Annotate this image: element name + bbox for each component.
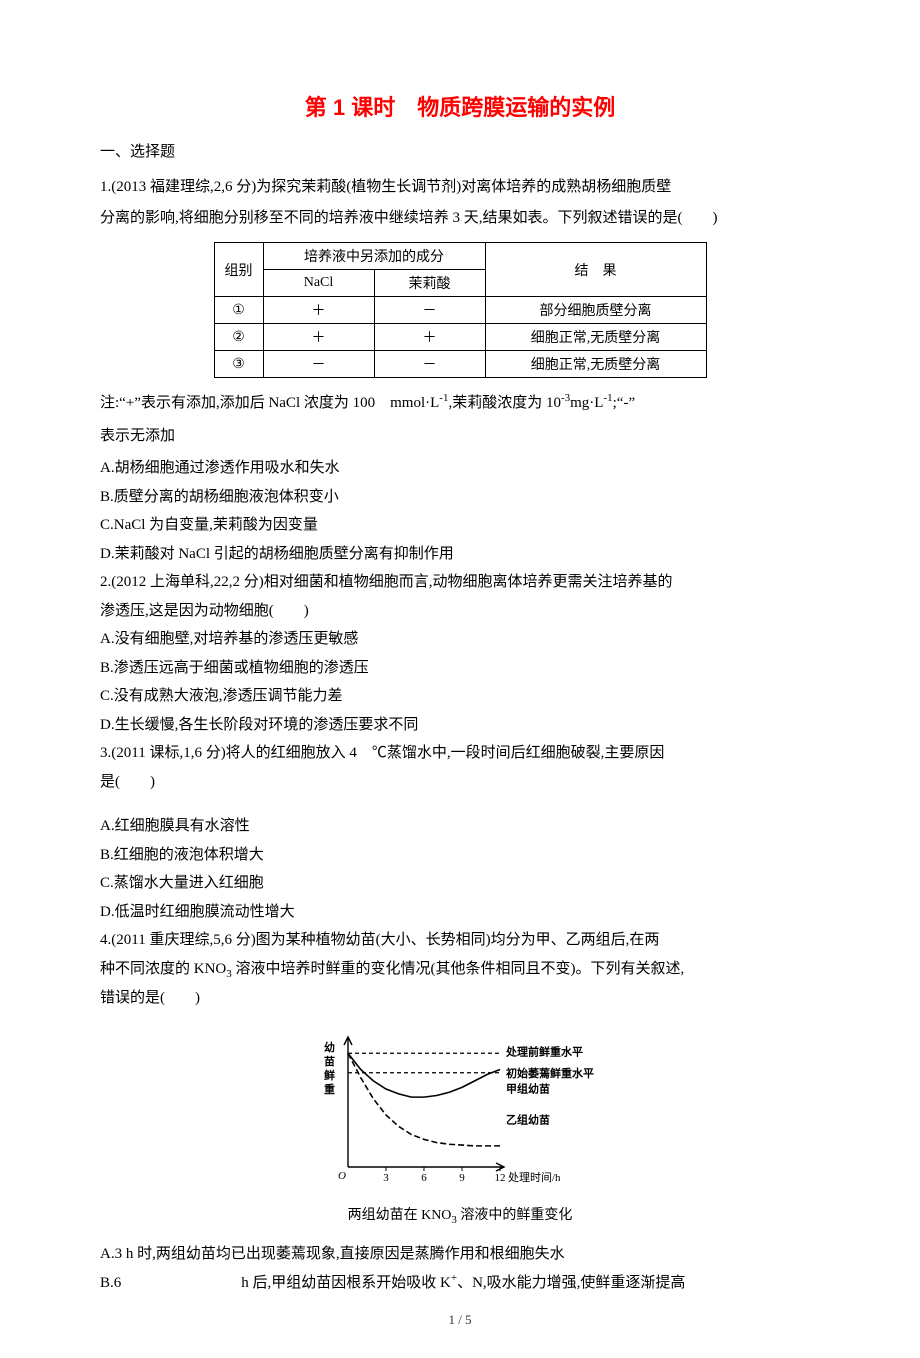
q4-chart-caption: 两组幼苗在 KNO3 溶液中的鲜重变化 (100, 1204, 820, 1226)
svg-text:12: 12 (495, 1172, 506, 1184)
svg-text:6: 6 (421, 1172, 427, 1184)
svg-text:苗: 苗 (324, 1054, 335, 1068)
q1-option-b: B.质壁分离的胡杨细胞液泡体积变小 (100, 483, 820, 512)
svg-text:幼: 幼 (324, 1040, 335, 1054)
section-heading: 一、选择题 (100, 140, 820, 161)
svg-text:甲组幼苗: 甲组幼苗 (506, 1082, 550, 1096)
th-result: 结 果 (485, 243, 706, 297)
svg-text:处理前鲜重水平: 处理前鲜重水平 (505, 1044, 583, 1058)
q3-stem-line1: 3.(2011 课标,1,6 分)将人的红细胞放入 4 ℃蒸馏水中,一段时间后红… (100, 739, 820, 768)
q1-note2: 表示无添加 (100, 422, 820, 451)
th-added: 培养液中另添加的成分 (263, 243, 485, 270)
q2-option-a: A.没有细胞壁,对培养基的渗透压更敏感 (100, 625, 820, 654)
q4-stem-line1: 4.(2011 重庆理综,5,6 分)图为某种植物幼苗(大小、长势相同)均分为甲… (100, 926, 820, 955)
q1-note: 注:“+”表示有添加,添加后 NaCl 浓度为 100 mmol·L-1,茉莉酸… (100, 388, 820, 418)
svg-text:O: O (338, 1170, 346, 1182)
q2-stem-line1: 2.(2012 上海单科,22,2 分)相对细菌和植物细胞而言,动物细胞离体培养… (100, 568, 820, 597)
q1-option-c: C.NaCl 为自变量,茉莉酸为因变量 (100, 511, 820, 540)
th-group: 组别 (214, 243, 263, 297)
page: 第 1 课时 物质跨膜运输的实例 一、选择题 1.(2013 福建理综,2,6 … (0, 0, 920, 1358)
svg-text:3: 3 (383, 1172, 389, 1184)
chart-svg: O 3 6 9 12处理时间/h 幼苗鲜重 处理前鲜重水平初始萎蔫鲜重水平甲组幼苗乙组幼苗 (310, 1023, 610, 1193)
q4-chart: O 3 6 9 12处理时间/h 幼苗鲜重 处理前鲜重水平初始萎蔫鲜重水平甲组幼苗乙组幼苗 (310, 1023, 610, 1198)
svg-text:鲜: 鲜 (324, 1068, 335, 1082)
q1-option-d: D.茉莉酸对 NaCl 引起的胡杨细胞质壁分离有抑制作用 (100, 540, 820, 569)
q3-option-a: A.红细胞膜具有水溶性 (100, 812, 820, 841)
th-nacl: NaCl (263, 270, 374, 297)
svg-text:处理时间/h: 处理时间/h (508, 1171, 561, 1184)
q4-option-a: A.3 h 时,两组幼苗均已出现萎蔫现象,直接原因是蒸腾作用和根细胞失水 (100, 1240, 820, 1269)
q1-table: 组别 培养液中另添加的成分 结 果 NaCl 茉莉酸 ① ＋ － 部分细胞质壁分… (214, 242, 707, 378)
table-row: ③ － － 细胞正常,无质壁分离 (214, 351, 706, 378)
page-footer: 1 / 5 (0, 1312, 920, 1328)
table-row: ① ＋ － 部分细胞质壁分离 (214, 297, 706, 324)
svg-text:重: 重 (324, 1082, 335, 1096)
q1-stem-line2: 分离的影响,将细胞分别移至不同的培养液中继续培养 3 天,结果如表。下列叙述错误… (100, 204, 820, 233)
q3-option-b: B.红细胞的液泡体积增大 (100, 841, 820, 870)
q4-stem-line2: 种不同浓度的 KNO3 溶液中培养时鲜重的变化情况(其他条件相同且不变)。下列有… (100, 955, 820, 985)
q2-option-b: B.渗透压远高于细菌或植物细胞的渗透压 (100, 654, 820, 683)
q3-option-c: C.蒸馏水大量进入红细胞 (100, 869, 820, 898)
q2-option-c: C.没有成熟大液泡,渗透压调节能力差 (100, 682, 820, 711)
svg-text:乙组幼苗: 乙组幼苗 (506, 1112, 550, 1126)
q4-stem-line3: 错误的是( ) (100, 984, 820, 1013)
svg-text:9: 9 (459, 1172, 465, 1184)
svg-text:初始萎蔫鲜重水平: 初始萎蔫鲜重水平 (506, 1066, 594, 1080)
q3-option-d: D.低温时红细胞膜流动性增大 (100, 898, 820, 927)
th-ja: 茉莉酸 (374, 270, 485, 297)
q1-stem-line1: 1.(2013 福建理综,2,6 分)为探究茉莉酸(植物生长调节剂)对离体培养的… (100, 173, 820, 202)
q1-option-a: A.胡杨细胞通过渗透作用吸水和失水 (100, 454, 820, 483)
q2-option-d: D.生长缓慢,各生长阶段对环境的渗透压要求不同 (100, 711, 820, 740)
q4-option-b: B.6h 后,甲组幼苗因根系开始吸收 K+、N,吸水能力增强,使鲜重逐渐提高 (100, 1268, 820, 1298)
page-title: 第 1 课时 物质跨膜运输的实例 (100, 90, 820, 122)
table-row: ② ＋ ＋ 细胞正常,无质壁分离 (214, 324, 706, 351)
q2-stem-line2: 渗透压,这是因为动物细胞( ) (100, 597, 820, 626)
q3-stem-line2: 是( ) (100, 768, 820, 797)
